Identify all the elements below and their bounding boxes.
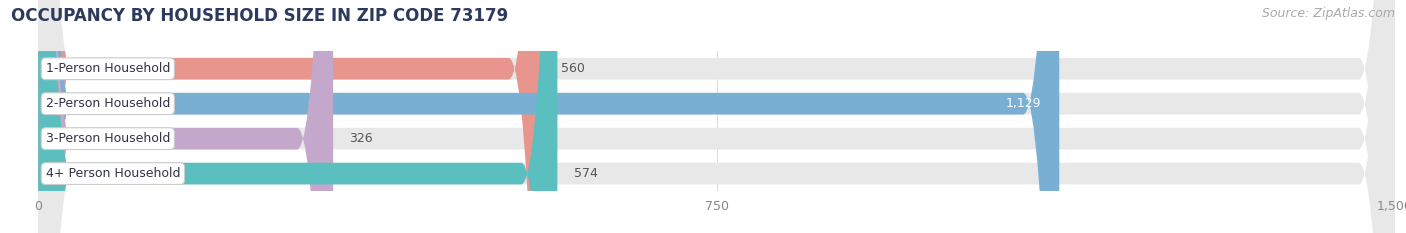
Text: 326: 326 bbox=[350, 132, 373, 145]
Text: 1-Person Household: 1-Person Household bbox=[45, 62, 170, 75]
Text: 3-Person Household: 3-Person Household bbox=[45, 132, 170, 145]
Text: Source: ZipAtlas.com: Source: ZipAtlas.com bbox=[1261, 7, 1395, 20]
FancyBboxPatch shape bbox=[38, 0, 1395, 233]
FancyBboxPatch shape bbox=[38, 0, 557, 233]
FancyBboxPatch shape bbox=[38, 0, 544, 233]
Text: 4+ Person Household: 4+ Person Household bbox=[45, 167, 180, 180]
FancyBboxPatch shape bbox=[38, 0, 1395, 233]
FancyBboxPatch shape bbox=[38, 0, 333, 233]
Text: 574: 574 bbox=[574, 167, 598, 180]
Text: 560: 560 bbox=[561, 62, 585, 75]
Text: 1,129: 1,129 bbox=[1005, 97, 1042, 110]
FancyBboxPatch shape bbox=[38, 0, 1395, 233]
Text: OCCUPANCY BY HOUSEHOLD SIZE IN ZIP CODE 73179: OCCUPANCY BY HOUSEHOLD SIZE IN ZIP CODE … bbox=[11, 7, 509, 25]
Text: 2-Person Household: 2-Person Household bbox=[45, 97, 170, 110]
FancyBboxPatch shape bbox=[38, 0, 1059, 233]
FancyBboxPatch shape bbox=[38, 0, 1395, 233]
